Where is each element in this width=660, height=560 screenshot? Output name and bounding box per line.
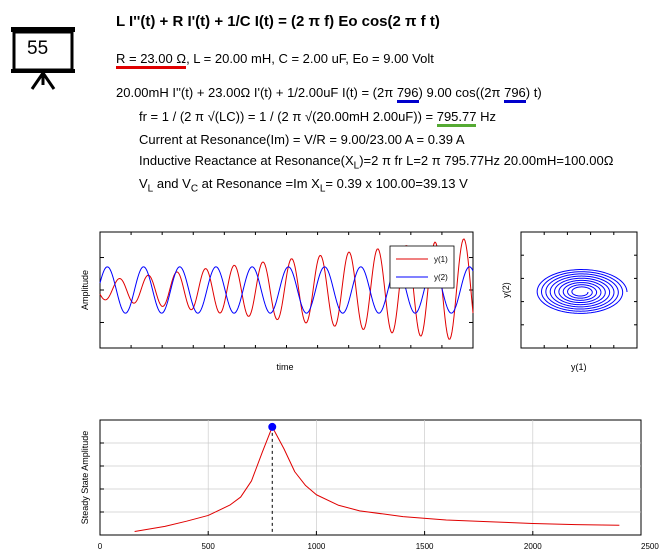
frequency-response-chart: 0 500 1000 1500 2000 2500 Steady State Amplitu… [80,419,659,551]
phase-spiral-line [536,269,628,314]
fr-formula: fr = 1 / (2 π √(LC)) = 1 / (2 π √(20.00m… [139,109,437,124]
x-tick-label: 2500 [641,542,659,551]
x-axis-label: time [277,362,294,372]
x-tick-label: 2000 [524,542,542,551]
x-tick-label: 1000 [308,542,326,551]
v-sub2: C [190,183,199,195]
plot-frame [520,231,638,349]
phase-portrait-chart: y(1) y(2) [501,231,638,372]
x-tick-label: 0 [98,542,103,551]
ode-prefix: 20.00mH I''(t) + 23.00Ω I'(t) + 1/2.00uF… [116,85,397,100]
legend-y2-label: y(2) [434,273,448,282]
badge-number: 55 [27,38,49,59]
v-a: V [139,176,148,191]
y-axis-label: Steady State Amplitude [80,431,90,525]
resistance-value: R = 23.00 Ω [116,51,187,69]
other-params: , L = 20.00 mH, C = 2.00 uF, Eo = 9.00 V… [186,51,434,66]
ode-frequency-2: 796 [504,85,526,103]
plot-frame [99,419,642,536]
v-b: and V [153,176,191,191]
v-sub3: L [319,183,326,195]
ode-line: 20.00mH I''(t) + 23.00Ω I'(t) + 1/2.00uF… [116,85,542,103]
resonance-peak-point [268,422,277,431]
time-series-chart: y(1) y(2) time Amplitude [80,231,474,372]
ode-suffix: ) t) [525,85,542,100]
v-sub1: L [147,183,154,195]
v-c: at Resonance =Im X [198,176,320,191]
frequency-response-line [134,426,620,533]
x-tick-label: 1500 [416,542,434,551]
parameters-line: R = 23.00 Ω, L = 20.00 mH, C = 2.00 uF, … [116,51,434,69]
reactance-a: Inductive Reactance at Resonance(X [139,153,354,168]
resonance-frequency-line: fr = 1 / (2 π √(LC)) = 1 / (2 π √(20.00m… [139,109,496,127]
series-y2-line [99,266,474,314]
legend-y1-label: y(1) [434,255,448,264]
y-axis-label: Amplitude [80,270,90,310]
x-axis-label: y(1) [571,362,587,372]
reactance-sub: L [353,160,360,172]
x-tick-label: 500 [202,542,216,551]
ode-frequency-1: 796 [396,85,419,103]
fr-value: 795.77 [436,109,477,127]
legend-box [389,245,455,289]
presentation-board-icon [8,27,78,91]
reactance-b: )=2 π fr L=2 π 795.77Hz 20.00mH=100.00Ω [359,153,614,168]
inductive-reactance-line: Inductive Reactance at Resonance(XL)=2 π… [139,153,613,172]
v-d: = 0.39 x 100.00=39.13 V [325,176,468,191]
ode-mid: ) 9.00 cos((2π [418,85,505,100]
fr-unit: Hz [476,109,496,124]
equation-title: L I''(t) + R I'(t) + 1/C I(t) = (2 π f) … [116,13,440,30]
resonance-current-line: Current at Resonance(Im) = V/R = 9.00/23… [139,132,465,147]
y-axis-label: y(2) [501,282,511,298]
voltage-resonance-line: VL and VC at Resonance =Im XL= 0.39 x 10… [139,176,468,195]
